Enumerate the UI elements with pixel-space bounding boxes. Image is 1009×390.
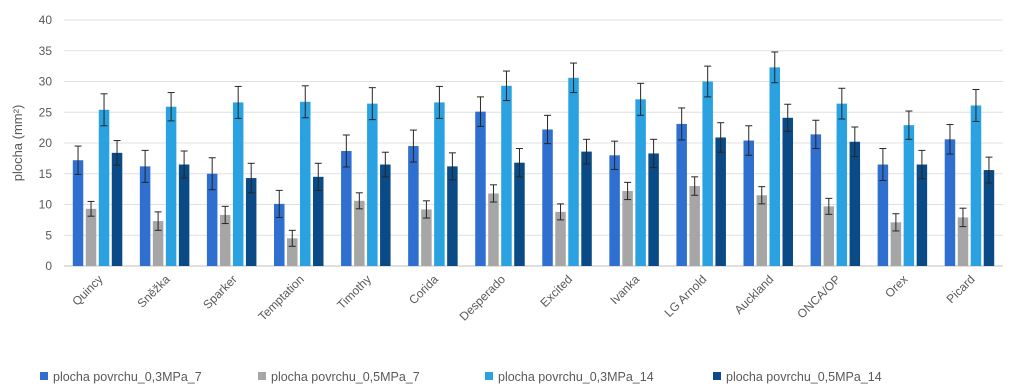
y-tick-label: 40 (39, 13, 53, 27)
y-axis-ticks: 0 5 10 15 20 25 30 35 40 (39, 13, 53, 273)
bar (903, 125, 915, 266)
bar (287, 238, 298, 266)
bar (85, 208, 97, 266)
bar (769, 67, 780, 266)
bar (341, 150, 352, 266)
bar (514, 162, 525, 266)
y-tick-label: 30 (39, 75, 53, 89)
bar (178, 164, 190, 266)
bar (354, 200, 365, 266)
bar (648, 153, 659, 266)
x-category-label: Sparker (200, 272, 240, 312)
bar (635, 99, 646, 267)
bar (488, 193, 499, 266)
x-category-label: Quincy (69, 272, 105, 308)
legend-swatch (485, 372, 493, 380)
bar (139, 166, 151, 266)
bar (970, 105, 982, 266)
bar (313, 176, 324, 266)
bar (380, 164, 391, 266)
bar (877, 164, 889, 266)
legend-swatch (40, 372, 48, 380)
bar (206, 173, 218, 266)
bar (421, 209, 432, 266)
bar (72, 160, 84, 266)
bar (434, 102, 445, 266)
legend-swatch (258, 372, 266, 380)
bar (702, 81, 713, 266)
bar (916, 164, 928, 266)
bar (676, 123, 687, 266)
y-tick-label: 15 (39, 167, 53, 181)
bar (152, 221, 164, 266)
bar (622, 190, 633, 266)
bar (756, 195, 767, 266)
bar (408, 146, 419, 266)
x-category-label: Timothy (334, 272, 374, 312)
x-category-label: Orex (882, 272, 910, 300)
x-category-label: Corida (406, 272, 441, 307)
x-axis-labels: Quincy Sněžka Sparker Temptation Timothy Cori… (69, 272, 977, 324)
bar (300, 101, 311, 266)
bar (957, 217, 969, 266)
bar (555, 211, 566, 266)
x-category-label: Desperado (457, 272, 509, 324)
legend-entry: plocha povrchu_0,3MPa_14 (498, 370, 654, 384)
bar (501, 85, 512, 267)
bar (232, 102, 244, 266)
bar (367, 103, 378, 266)
x-category-label: Ivanka (607, 272, 642, 307)
y-tick-label: 5 (45, 228, 52, 242)
error-bars (74, 51, 993, 247)
y-tick-label: 0 (45, 259, 52, 273)
x-category-label: ONCA/OP (794, 272, 843, 321)
bar (274, 203, 285, 266)
legend-entry: plocha povrchu_0,5MPa_14 (726, 370, 882, 384)
bar (568, 77, 579, 266)
bar (245, 178, 257, 266)
bar (743, 140, 754, 266)
x-category-label: Excited (537, 272, 575, 310)
x-category-label: LG Arnold (662, 272, 710, 320)
bar (219, 214, 231, 266)
bar (689, 186, 700, 266)
y-tick-label: 35 (39, 44, 53, 58)
bar (849, 141, 861, 266)
x-category-label: Temptation (255, 272, 306, 323)
y-tick-label: 25 (39, 105, 53, 119)
bar (810, 134, 822, 266)
legend-entry: plocha povrchu_0,5MPa_7 (271, 370, 420, 384)
y-axis-label: plocha (mm²) (10, 105, 25, 182)
bar (165, 106, 177, 266)
bar (98, 109, 110, 266)
bar (823, 206, 835, 266)
bar (447, 166, 458, 266)
bar (542, 129, 553, 266)
bar (944, 139, 956, 266)
legend-swatch (713, 372, 721, 380)
bars (72, 67, 995, 267)
x-category-label: Picard (944, 272, 978, 306)
legend-entry: plocha povrchu_0,3MPa_7 (53, 370, 202, 384)
gridlines (64, 19, 1003, 267)
y-tick-label: 10 (39, 198, 53, 212)
legend: plocha povrchu_0,3MPa_7 plocha povrchu_0,… (40, 370, 882, 384)
bar (983, 170, 995, 266)
bar (782, 117, 793, 266)
bar (836, 103, 848, 266)
x-category-label: Auckland (732, 272, 777, 317)
bar (890, 222, 902, 266)
bar (609, 155, 620, 266)
bar (581, 151, 592, 266)
bar (111, 152, 123, 266)
bar (715, 137, 726, 266)
y-tick-label: 20 (39, 136, 53, 150)
x-category-label: Sněžka (135, 272, 173, 310)
bar (475, 111, 486, 266)
